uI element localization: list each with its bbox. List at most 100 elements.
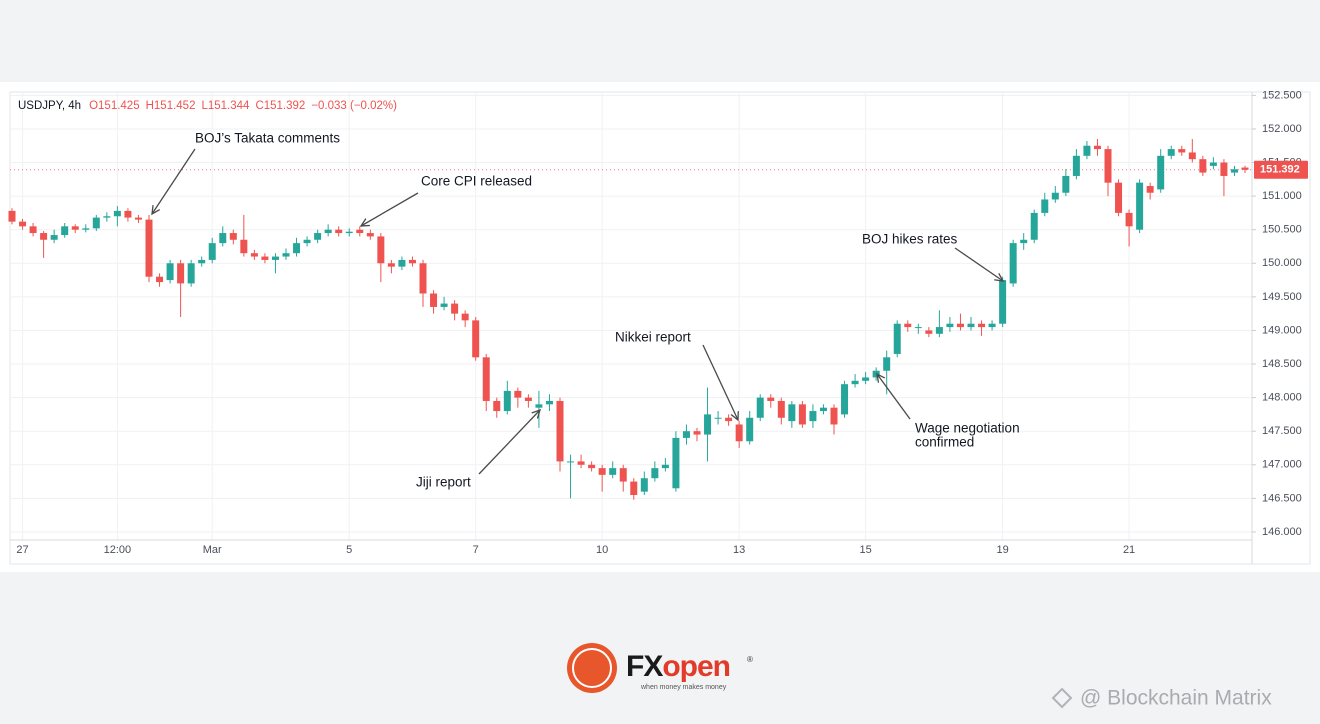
- candles: [8, 139, 1249, 500]
- candle-body: [777, 400, 785, 418]
- candle-body: [935, 327, 943, 334]
- candle-body: [1220, 162, 1228, 176]
- candle-body: [408, 259, 416, 264]
- annotation-text: Wage negotiation: [915, 421, 1020, 436]
- candle-body: [567, 461, 575, 463]
- candle-body: [630, 481, 638, 495]
- candle-body: [430, 293, 438, 307]
- candle-body: [893, 323, 901, 354]
- candle-body: [978, 323, 986, 328]
- candle-body: [198, 259, 206, 264]
- candle-body: [682, 431, 690, 438]
- candle-body: [999, 280, 1007, 324]
- header-stat: C151.392: [255, 100, 305, 112]
- candle-body: [461, 313, 469, 321]
- y-tick-label: 147.500: [1262, 425, 1302, 437]
- candle-body: [619, 468, 627, 482]
- candle-body: [1030, 212, 1038, 240]
- candle-body: [113, 210, 121, 217]
- candle-body: [61, 226, 69, 236]
- candle-body: [134, 217, 142, 220]
- candle-body: [240, 239, 248, 254]
- candle-body: [71, 226, 79, 230]
- x-tick-label: 21: [1123, 544, 1135, 556]
- candle-body: [1062, 175, 1070, 193]
- last-price-tag: [1254, 160, 1308, 179]
- x-tick-label: Mar: [203, 544, 222, 556]
- candle-body: [1009, 243, 1017, 284]
- candle-body: [282, 253, 290, 257]
- candle-body: [1157, 155, 1165, 190]
- annotation-text: Core CPI released: [421, 174, 532, 189]
- y-tick-label: 146.500: [1262, 492, 1302, 504]
- candle-body: [862, 377, 870, 381]
- candle-body: [1115, 182, 1123, 213]
- candle-body: [1230, 169, 1238, 173]
- header-stat: H151.452: [146, 100, 196, 112]
- candle-body: [524, 397, 532, 401]
- candle-body: [324, 229, 332, 234]
- candle-body: [693, 431, 701, 435]
- y-tick-label: 150.000: [1262, 257, 1302, 269]
- candle-body: [725, 417, 733, 422]
- candle-body: [303, 239, 311, 244]
- candle-body: [482, 357, 490, 401]
- x-tick-label: 10: [596, 544, 608, 556]
- x-tick-label: 27: [16, 544, 28, 556]
- candle-body: [8, 210, 16, 222]
- candle-body: [156, 276, 164, 283]
- x-tick-label: 15: [859, 544, 871, 556]
- candle-body: [1167, 149, 1175, 156]
- x-tick-label: 7: [473, 544, 479, 556]
- candle-body: [1051, 192, 1059, 200]
- candle-body: [1146, 186, 1154, 193]
- candle-body: [1093, 145, 1101, 150]
- candle-body: [1241, 167, 1249, 170]
- x-tick-label: 19: [996, 544, 1008, 556]
- candle-body: [704, 414, 712, 435]
- y-tick-label: 151.000: [1262, 190, 1302, 202]
- logo-text: FXopen: [626, 650, 730, 683]
- candle-body: [387, 263, 395, 267]
- candle-body: [1072, 155, 1080, 176]
- header-stat: O151.425: [89, 100, 140, 112]
- candle-body: [767, 397, 775, 401]
- candle-body: [841, 384, 849, 415]
- candle-body: [1125, 212, 1133, 227]
- logo-open: open: [662, 650, 730, 683]
- annotation-arrow: [152, 148, 196, 214]
- candle-body: [988, 323, 996, 328]
- candle-body: [40, 233, 48, 240]
- candle-body: [366, 233, 374, 237]
- candle-body: [535, 404, 543, 408]
- candle-body: [208, 243, 216, 260]
- candle-body: [451, 303, 459, 314]
- logo-tagline: when money makes money: [640, 684, 727, 691]
- candle-body: [851, 380, 859, 385]
- candle-body: [788, 404, 796, 422]
- candle-body: [946, 323, 954, 328]
- annotation-text: Jiji report: [416, 475, 471, 490]
- candle-body: [809, 411, 817, 422]
- candle-body: [1178, 149, 1186, 153]
- candle-body: [545, 400, 553, 405]
- annotation-arrow: [702, 344, 738, 420]
- annotation-text: BOJ hikes rates: [862, 232, 958, 247]
- chart-panel: [0, 82, 1320, 572]
- watermark-text: @ Blockchain Matrix: [1080, 687, 1272, 710]
- y-tick-label: 149.500: [1262, 291, 1302, 303]
- candle-body: [672, 437, 680, 489]
- y-tick-label: 148.000: [1262, 392, 1302, 404]
- candle-body: [335, 229, 343, 234]
- candle-body: [1104, 149, 1112, 183]
- candle-body: [1199, 159, 1207, 173]
- candle-body: [661, 464, 669, 469]
- candle-body: [219, 233, 227, 244]
- annotation-arrow: [478, 410, 540, 475]
- candle-body: [314, 233, 322, 240]
- candle-body: [419, 263, 427, 294]
- candle-body: [293, 243, 301, 254]
- candle-body: [1020, 239, 1028, 244]
